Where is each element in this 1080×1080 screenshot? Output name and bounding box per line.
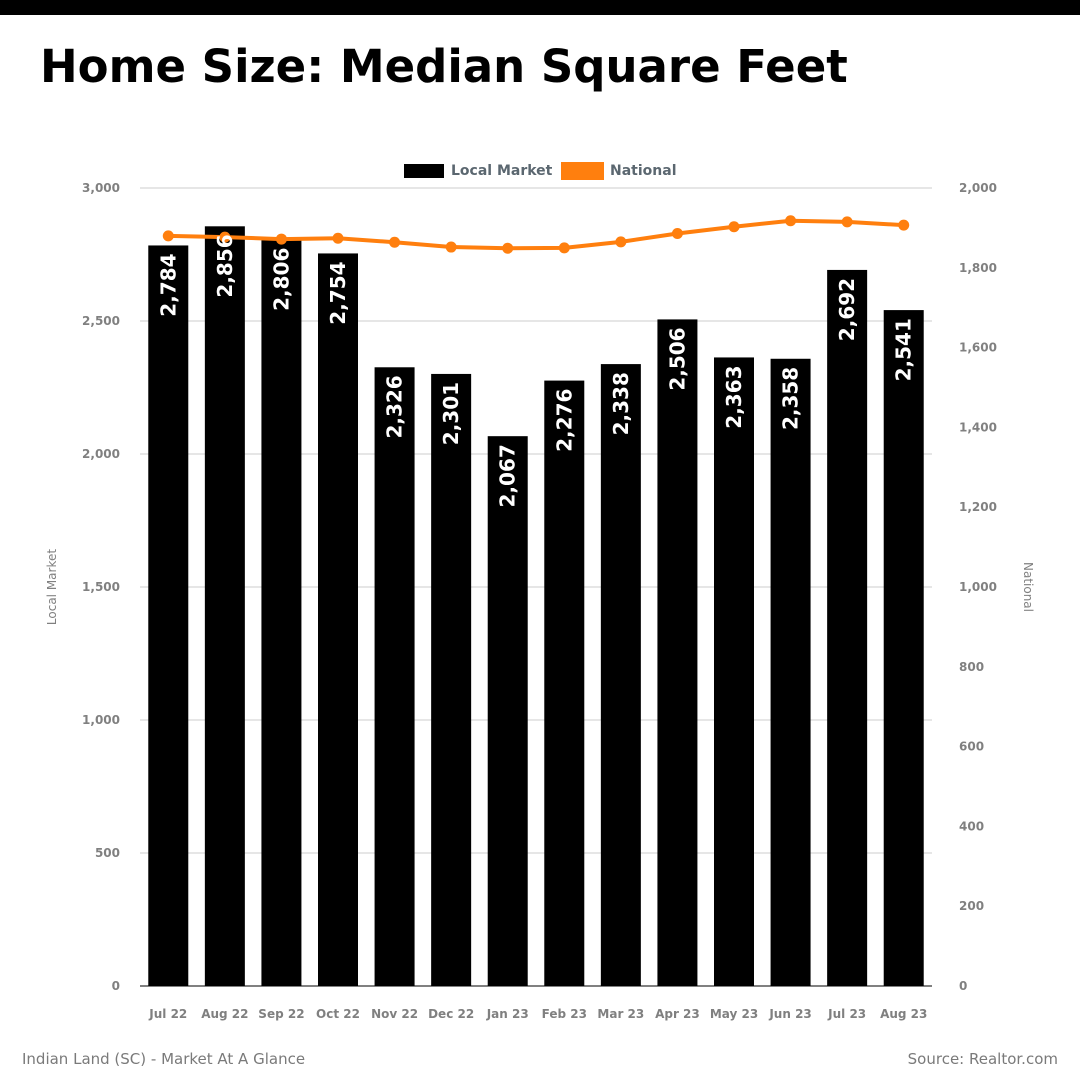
y-right-tick-label: 1,600 (959, 341, 997, 355)
y-right-tick-label: 1,400 (959, 420, 997, 434)
x-tick-label: Nov 22 (371, 1007, 418, 1021)
legend-label-national: National (610, 163, 677, 179)
x-tick-label: Feb 23 (542, 1007, 587, 1021)
bar-value-label: 2,506 (665, 327, 689, 390)
footer-source: Source: Realtor.com (907, 1050, 1058, 1068)
legend[interactable]: Local Market National (404, 162, 677, 180)
bars (148, 226, 924, 987)
y-right-tick-label: 200 (959, 899, 984, 913)
national-point (219, 231, 231, 243)
top-bar (0, 0, 1080, 15)
bar-value-label: 2,338 (609, 372, 633, 435)
national-point (728, 221, 740, 233)
y-right-axis-title: National (1021, 562, 1035, 612)
x-tick-label: Sep 22 (258, 1007, 304, 1021)
bar (148, 245, 189, 986)
bar-value-label: 2,784 (156, 253, 180, 316)
bar (657, 319, 698, 986)
bar (827, 269, 868, 987)
y-right-tick-label: 800 (959, 660, 984, 674)
y-right-tick-label: 1,200 (959, 500, 997, 514)
bar-value-label: 2,301 (439, 382, 463, 445)
national-point (162, 230, 174, 242)
x-tick-label: Aug 22 (201, 1007, 248, 1021)
x-tick-label: Aug 23 (880, 1007, 927, 1021)
bar-value-label: 2,363 (722, 365, 746, 428)
gridlines (140, 187, 932, 854)
bar-value-label: 2,754 (326, 261, 350, 324)
y-left-tick-label: 500 (95, 846, 120, 860)
y-right-tick-label: 600 (959, 740, 984, 754)
footer-market-label: Indian Land (SC) - Market At A Glance (22, 1050, 306, 1068)
x-tick-label: Jan 23 (486, 1007, 529, 1021)
y-left-tick-label: 3,000 (82, 181, 120, 195)
x-tick-label: Jul 22 (148, 1007, 187, 1021)
y-left-axis-title: Local Market (45, 549, 59, 625)
y-right-tick-label: 2,000 (959, 181, 997, 195)
bar (770, 358, 811, 987)
y-right-tick-label: 400 (959, 819, 984, 833)
y-left-tick-label: 2,500 (82, 314, 120, 328)
bar-value-label: 2,276 (552, 389, 576, 452)
axes: 0 500 1,000 1,500 2,000 2,500 3,000 0 200 400 600 8… (45, 181, 1035, 1021)
bar (487, 436, 528, 987)
y-left-tick-label: 0 (112, 979, 120, 993)
y-right-tick-label: 0 (959, 979, 967, 993)
national-point (558, 242, 570, 254)
y-right-tick-label: 1,000 (959, 580, 997, 594)
x-tick-label: Jul 23 (827, 1007, 866, 1021)
x-tick-label: Dec 22 (428, 1007, 474, 1021)
bar-value-label: 2,541 (892, 318, 916, 381)
national-point (785, 215, 797, 227)
national-line-path (168, 218, 904, 251)
bar (714, 357, 754, 986)
legend-swatch-national (561, 162, 604, 180)
page-title: Home Size: Median Square Feet (40, 40, 848, 93)
bar (261, 239, 302, 986)
bar-value-label: 2,326 (383, 375, 407, 438)
x-tick-label: Oct 22 (316, 1007, 360, 1021)
bar (318, 253, 358, 986)
national-point (898, 219, 910, 231)
national-point (389, 236, 401, 248)
bar (544, 380, 585, 987)
bar-value-label: 2,692 (835, 278, 859, 341)
bar (883, 310, 924, 986)
national-point (332, 232, 344, 244)
national-point (502, 242, 514, 254)
legend-swatch-local-market (404, 164, 444, 178)
x-tick-label: Mar 23 (597, 1007, 644, 1021)
national-point (615, 236, 627, 248)
x-tick-label: Jun 23 (768, 1007, 811, 1021)
bar (374, 367, 415, 986)
y-left-tick-label: 1,000 (82, 713, 120, 727)
legend-label-local-market: Local Market (451, 163, 553, 179)
bar-labels: 2,784 2,856 2,806 2,754 2,326 2,301 2,067 2,276… (156, 234, 915, 507)
x-tick-label: Apr 23 (655, 1007, 700, 1021)
bar (431, 373, 472, 987)
bar-value-label: 2,067 (496, 444, 520, 507)
bar (600, 364, 641, 986)
y-left-tick-label: 1,500 (82, 580, 120, 594)
national-point (671, 227, 683, 239)
national-point (275, 233, 287, 245)
national-line (162, 215, 910, 254)
bar-value-label: 2,358 (779, 367, 803, 430)
bar (204, 226, 245, 986)
national-point (445, 241, 457, 253)
bar-value-label: 2,806 (269, 248, 293, 311)
y-right-tick-label: 1,800 (959, 261, 997, 275)
bar-value-label: 2,856 (213, 234, 237, 297)
y-left-tick-label: 2,000 (82, 447, 120, 461)
national-point (841, 216, 853, 228)
x-tick-label: May 23 (710, 1007, 758, 1021)
